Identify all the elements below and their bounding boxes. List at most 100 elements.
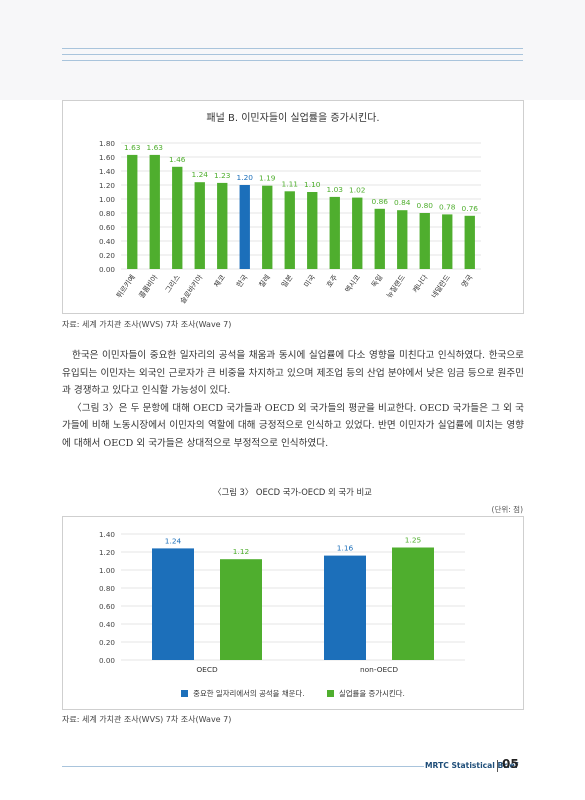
- x-tick-label: 캐나다: [411, 273, 430, 295]
- y-tick-label: 1.40: [99, 530, 115, 539]
- x-tick-label: 체코: [212, 273, 227, 289]
- x-tick-label: 그리스: [163, 273, 182, 295]
- y-tick-label: 0.40: [99, 237, 115, 246]
- bar: [419, 213, 430, 269]
- data-label: 1.63: [124, 143, 141, 152]
- data-label: 1.03: [327, 185, 344, 194]
- x-tick-label: 멕시코: [343, 273, 362, 295]
- y-tick-label: 1.80: [99, 139, 115, 148]
- bar: [324, 555, 366, 660]
- panel-b-chart: 0.00 0.20 0.40 0.60 0.80 1.00 1.20 1.40 1.60 1.80…: [99, 139, 481, 306]
- figure-3-title: 〈그림 3〉 OECD 국가-OECD 외 국가 비교: [213, 487, 372, 497]
- y-tick-label: 0.20: [99, 638, 115, 647]
- paragraph-2: 〈그림 3〉은 두 문항에 대해 OECD 국가들과 OECD 외 국가들의 평…: [62, 402, 524, 449]
- legend-label-1: 중요한 일자리에서의 공석을 채운다.: [193, 689, 305, 698]
- y-tick-label: 1.40: [99, 167, 115, 176]
- data-label: 0.84: [394, 198, 411, 207]
- bar: [397, 210, 408, 269]
- panel-b-chart-box: 패널 B. 이민자들이 실업률을 증가시킨다. 0.00 0.20 0.40 0.60…: [62, 100, 524, 314]
- footer-rule: [62, 766, 424, 767]
- bar: [172, 166, 183, 269]
- x-tick-label: 뉴질랜드: [384, 273, 407, 300]
- bar: [352, 197, 363, 269]
- y-tick-label: 0.60: [99, 223, 115, 232]
- footer-brand: MRTC Statistical Brief: [425, 761, 519, 770]
- bar: [217, 182, 228, 269]
- figure-3-chart: 0.00 0.20 0.40 0.60 0.80 1.00 1.20 1.40 1.24 1.12…: [99, 530, 465, 674]
- x-tick-label: 독일: [369, 273, 384, 289]
- bar: [152, 548, 194, 660]
- source-note-1: 자료: 세계 가치관 조사(WVS) 7차 조사(Wave 7): [62, 320, 232, 329]
- x-tick-label: 일본: [279, 273, 294, 289]
- body-text: 한국은 이민자들이 중요한 일자리의 공석을 채움과 동시에 실업률에 다소 영…: [62, 347, 524, 452]
- legend-label-2: 실업률을 증가시킨다.: [338, 689, 405, 698]
- legend-swatch-blue: [181, 690, 189, 697]
- data-label: 1.12: [233, 547, 249, 556]
- bar: [149, 154, 160, 269]
- figure-3-legend: 중요한 일자리에서의 공석을 채운다. 실업률을 증가시킨다.: [63, 688, 523, 699]
- data-label: 1.16: [337, 544, 354, 553]
- y-tick-label: 0.80: [99, 584, 115, 593]
- data-label: 1.46: [169, 155, 186, 164]
- x-tick-label: 영국: [459, 273, 474, 289]
- data-label: 0.86: [372, 197, 389, 206]
- x-tick-label: 칠레: [257, 273, 272, 289]
- data-label: 1.23: [214, 171, 231, 180]
- bar: [329, 196, 340, 269]
- data-label: 0.80: [417, 201, 434, 210]
- header-rule-1: [62, 48, 523, 49]
- y-tick-label: 0.00: [99, 265, 115, 274]
- bar: [220, 559, 262, 660]
- source-note-2: 자료: 세계 가치관 조사(WVS) 7차 조사(Wave 7): [62, 715, 232, 724]
- data-label: 1.10: [304, 180, 321, 189]
- x-tick-label: non-OECD: [360, 665, 398, 674]
- paragraph-1: 한국은 이민자들이 중요한 일자리의 공석을 채움과 동시에 실업률에 다소 영…: [62, 350, 524, 396]
- bar: [262, 185, 273, 269]
- x-tick-label: 튀르키예: [114, 273, 137, 300]
- bar: [284, 191, 295, 269]
- y-tick-label: 1.60: [99, 153, 115, 162]
- y-tick-label: 0.00: [99, 656, 115, 665]
- header-band: [0, 0, 585, 100]
- page-number: 05: [502, 757, 519, 771]
- data-label: 1.19: [259, 174, 276, 183]
- y-tick-label: 1.20: [99, 548, 115, 557]
- data-label: 1.24: [165, 536, 182, 545]
- bar: [194, 182, 205, 269]
- footer-separator: [497, 760, 498, 772]
- bar: [464, 215, 475, 269]
- bar: [127, 154, 138, 269]
- legend-swatch-green: [326, 690, 334, 697]
- x-tick-label: 네덜란드: [429, 273, 452, 300]
- data-label: 1.25: [405, 536, 422, 545]
- data-label: 1.20: [237, 173, 254, 182]
- header-rule-2: [62, 54, 523, 55]
- data-label: 0.76: [462, 204, 479, 213]
- y-tick-label: 1.00: [99, 195, 115, 204]
- bar: [307, 192, 318, 269]
- x-tick-label: 호주: [324, 273, 339, 289]
- unit-label: (단위: 점): [491, 505, 523, 514]
- y-tick-label: 0.40: [99, 620, 115, 629]
- x-tick-label: 미국: [302, 273, 317, 289]
- bar: [374, 208, 385, 269]
- x-tick-label: 콜롬비아: [137, 273, 160, 300]
- bar: [442, 214, 453, 269]
- panel-b-title: 패널 B. 이민자들이 실업률을 증가시킨다.: [206, 113, 380, 124]
- data-label: 1.11: [282, 179, 299, 188]
- x-tick-label: 슬로바키아: [178, 273, 205, 306]
- y-tick-label: 0.20: [99, 251, 115, 260]
- data-label: 1.24: [192, 170, 209, 179]
- data-label: 1.02: [349, 186, 365, 195]
- bar: [239, 185, 250, 269]
- data-label: 1.63: [147, 143, 164, 152]
- y-tick-label: 1.00: [99, 566, 115, 575]
- figure-3-chart-box: 0.00 0.20 0.40 0.60 0.80 1.00 1.20 1.40 1.24 1.12…: [62, 516, 524, 710]
- y-tick-label: 1.20: [99, 181, 115, 190]
- data-label: 0.78: [439, 202, 456, 211]
- legend-item-fill-vacancies: 중요한 일자리에서의 공석을 채운다.: [181, 689, 305, 698]
- x-tick-label: OECD: [196, 665, 218, 674]
- y-tick-label: 0.80: [99, 209, 115, 218]
- bar: [392, 547, 434, 660]
- header-rule-3: [62, 60, 523, 61]
